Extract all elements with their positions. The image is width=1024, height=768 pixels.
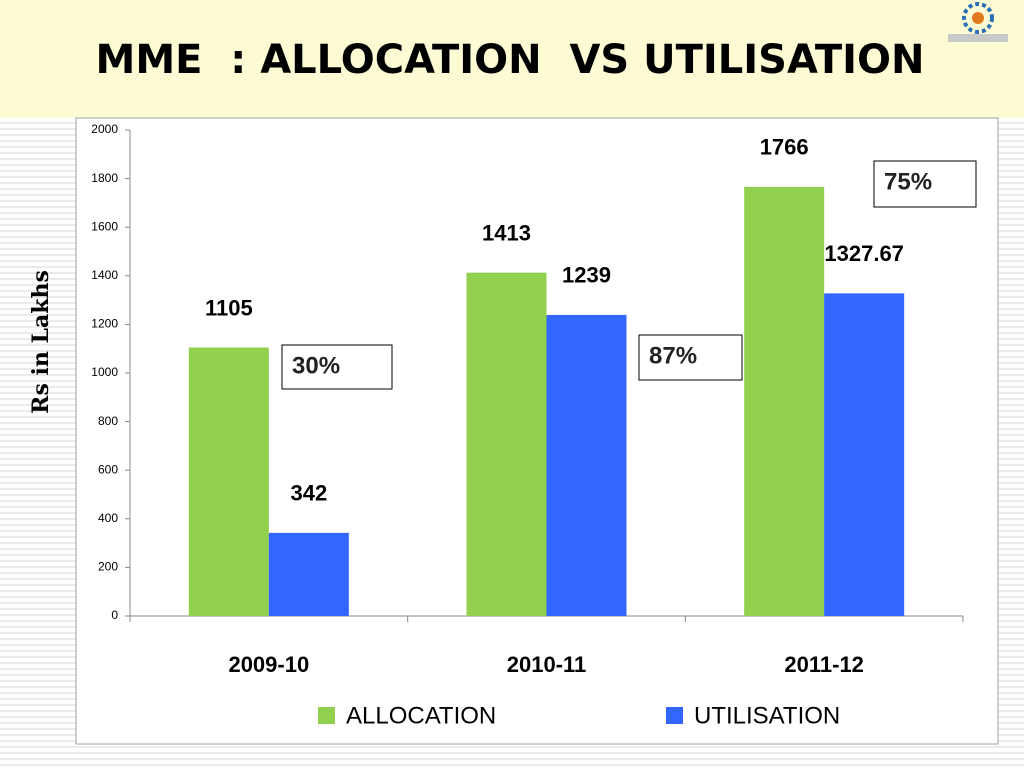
value-label: 1766 <box>760 135 809 160</box>
x-tick-label: 2010-11 <box>507 652 587 677</box>
annotation: 87% <box>649 342 697 369</box>
value-label: 1239 <box>562 263 611 288</box>
x-tick-label: 2011-12 <box>784 652 864 677</box>
y-tick-label: 0 <box>111 608 118 622</box>
value-label: 342 <box>290 481 327 506</box>
legend-label: UTILISATION <box>694 702 840 729</box>
logo <box>948 2 1008 42</box>
legend-label: ALLOCATION <box>346 702 496 729</box>
bar <box>466 272 547 616</box>
bar <box>268 532 349 616</box>
y-tick-label: 800 <box>98 414 118 428</box>
y-tick-label: 1400 <box>91 268 118 282</box>
annotation: 75% <box>884 168 932 195</box>
chart-title: MME : ALLOCATION VS UTILISATION <box>96 37 925 83</box>
y-tick-label: 1000 <box>91 365 118 379</box>
y-tick-label: 1200 <box>91 317 118 331</box>
bar <box>188 347 269 616</box>
bar <box>546 314 627 616</box>
value-label: 1105 <box>205 295 253 320</box>
y-tick-label: 400 <box>98 511 118 525</box>
annotation: 30% <box>292 352 340 379</box>
y-tick-label: 200 <box>98 560 118 574</box>
y-tick-label: 600 <box>98 462 118 476</box>
legend-swatch <box>318 707 335 724</box>
y-axis-label: Rs in Lakhs <box>28 270 54 414</box>
annotation-box <box>281 344 393 390</box>
annotation-box <box>638 334 743 381</box>
value-label: 1327.67 <box>824 241 904 266</box>
y-tick-label: 1800 <box>91 171 118 185</box>
value-label: 1413 <box>482 220 531 245</box>
y-tick-label: 1600 <box>91 219 118 233</box>
bar <box>744 186 825 616</box>
annotation-box <box>873 160 977 208</box>
legend-swatch <box>666 707 683 724</box>
title-band <box>0 0 1024 118</box>
x-tick-label: 2009-10 <box>228 652 309 677</box>
y-tick-label: 2000 <box>91 122 118 136</box>
bar <box>824 293 905 616</box>
